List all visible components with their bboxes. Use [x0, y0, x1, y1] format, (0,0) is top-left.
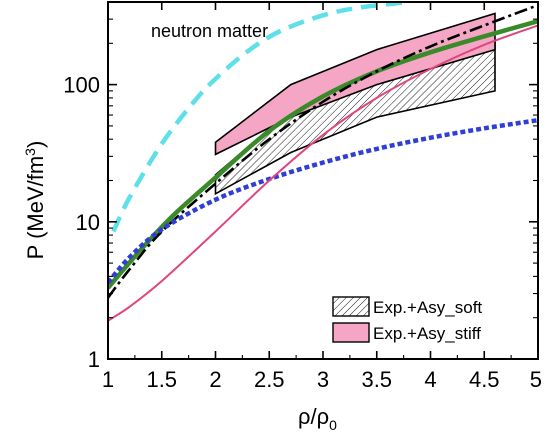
y-tick-label: 10 — [76, 210, 100, 235]
legend-swatch-exp-asy-stiff — [332, 322, 370, 343]
y-axis-title-superscript: 3 — [22, 148, 38, 156]
legend-label-exp-asy-stiff: Exp.+Asy_stiff — [373, 324, 481, 343]
x-tick-label: 3 — [317, 367, 329, 392]
axes: 1 1.5 2 2.5 3 3.5 4 4.5 5 1 10 100 — [63, 1, 542, 392]
x-tick-label: 1 — [102, 367, 114, 392]
x-tick-label: 5 — [530, 367, 542, 392]
x-tick-label: 2 — [209, 367, 221, 392]
x-axis-title-main: ρ/ρ — [298, 404, 329, 429]
series-line-1 — [111, 2, 410, 233]
y-axis-title: P (MeV/fm3) — [22, 141, 48, 260]
y-tick-label: 1 — [88, 347, 100, 372]
x-axis-title-subscript: 0 — [329, 417, 337, 433]
series-line-3 — [108, 3, 538, 299]
x-axis-title: ρ/ρ0 — [298, 404, 337, 433]
x-tick-label: 1.5 — [146, 367, 177, 392]
x-tick-label: 4.5 — [469, 367, 500, 392]
series-line-2 — [108, 19, 538, 290]
legend-label-exp-asy-soft: Exp.+Asy_soft — [373, 298, 482, 317]
x-tick-label: 4 — [424, 367, 436, 392]
x-tick-label: 2.5 — [254, 367, 285, 392]
legend: Exp.+Asy_soft Exp.+Asy_stiff — [332, 296, 482, 343]
annotation-neutron-matter: neutron matter — [151, 21, 268, 41]
x-tick-label: 3.5 — [361, 367, 392, 392]
y-axis-title-main: P (MeV/fm — [23, 156, 48, 260]
series-layer — [108, 2, 538, 322]
y-axis-title-close: ) — [23, 141, 48, 148]
series-line-4 — [108, 117, 538, 285]
legend-swatch-exp-asy-soft — [332, 296, 370, 317]
series-line-5 — [108, 24, 538, 322]
y-tick-label: 100 — [63, 73, 100, 98]
